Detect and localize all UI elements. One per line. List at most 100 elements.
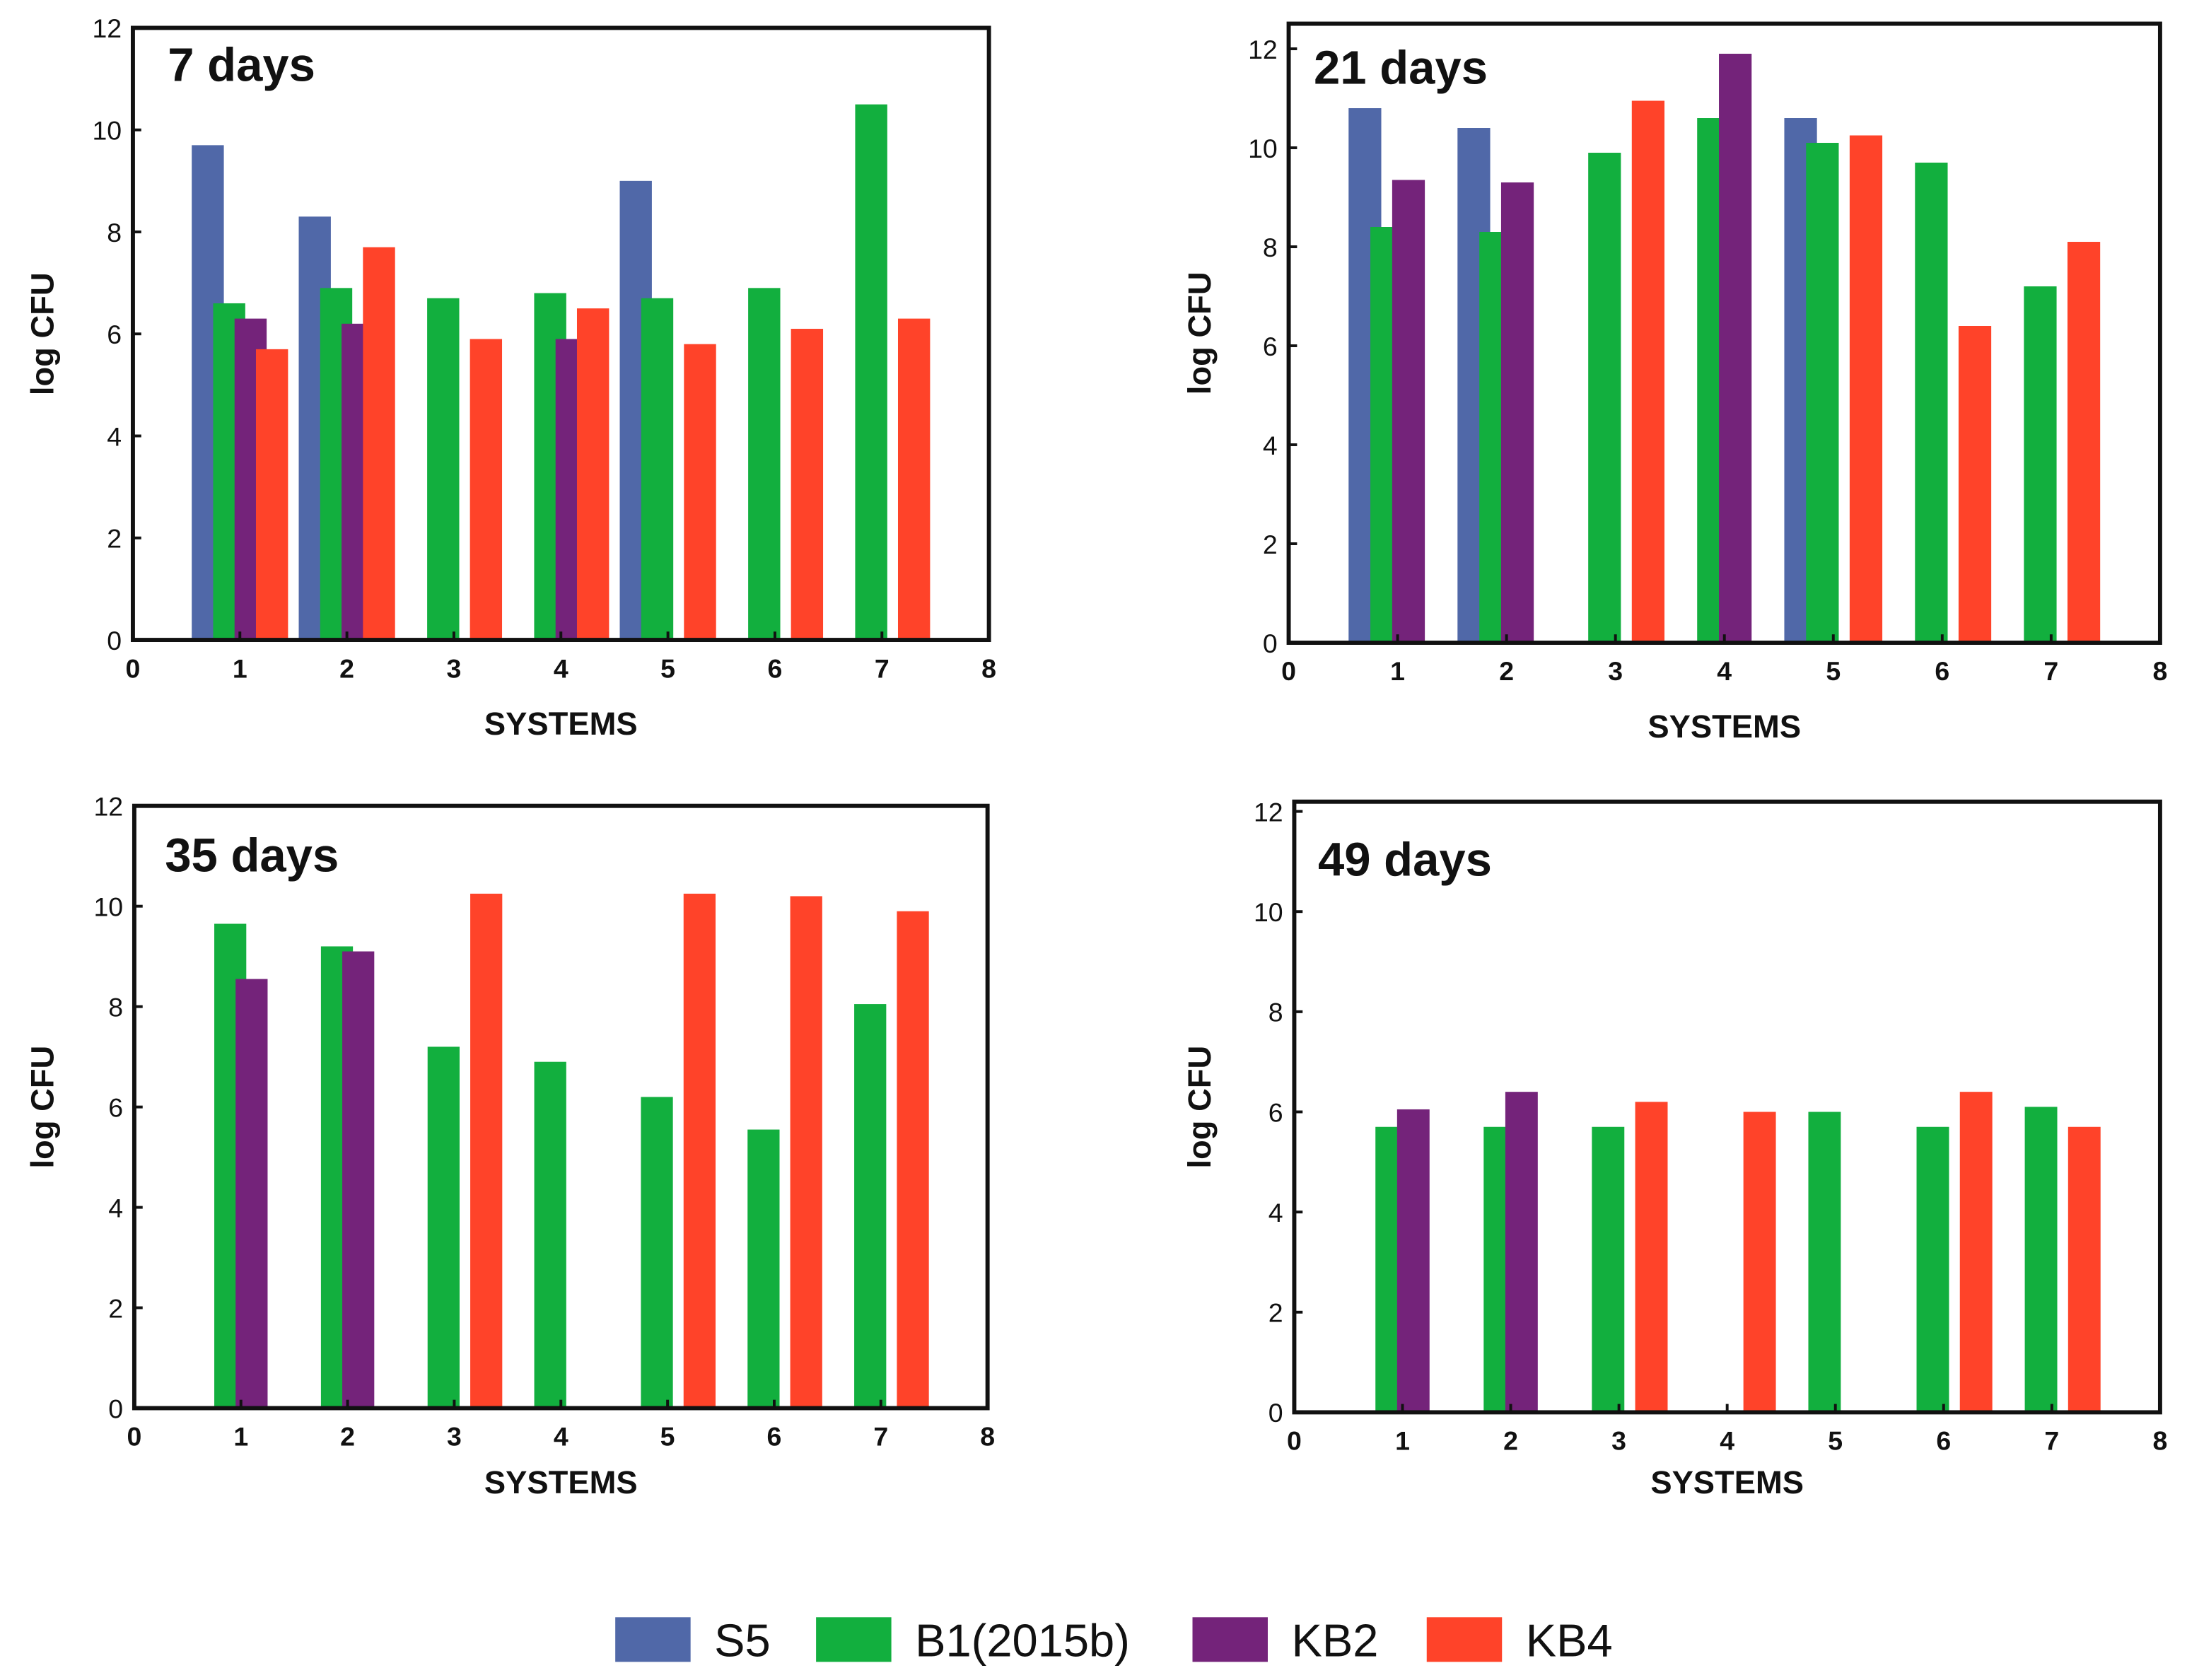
- x-tick-label: 7: [2044, 1426, 2059, 1456]
- x-tick-label: 3: [447, 653, 462, 683]
- x-axis-label: SYSTEMS: [1647, 708, 1801, 745]
- x-tick-label: 5: [1826, 656, 1841, 686]
- bar-B1(2015b)-system-3: [427, 298, 460, 641]
- bar-KB4-system-1: [255, 349, 288, 641]
- x-tick-label: 6: [1936, 1426, 1951, 1456]
- legend-item-B1(2015b): B1(2015b): [816, 1614, 1130, 1666]
- bar-KB4-system-3: [1635, 1102, 1668, 1413]
- x-tick-label: 4: [1720, 1426, 1734, 1456]
- x-tick-label: 5: [1828, 1426, 1843, 1456]
- x-tick-label: 4: [554, 1422, 568, 1452]
- bar-KB4-system-4: [1743, 1112, 1776, 1413]
- bar-KB4-system-5: [684, 344, 716, 641]
- y-tick-label: 6: [1269, 1097, 1283, 1127]
- bar-B1(2015b)-system-6: [1915, 163, 1948, 643]
- x-tick-label: 2: [339, 653, 354, 683]
- x-tick-label: 5: [660, 1422, 675, 1452]
- bar-KB4-system-6: [1959, 1092, 1993, 1413]
- bar-KB4-system-5: [1849, 135, 1883, 643]
- y-tick-label: 8: [107, 218, 122, 247]
- legend-swatch: [816, 1617, 892, 1662]
- y-tick-label: 2: [1263, 530, 1278, 559]
- x-axis-label: SYSTEMS: [484, 1464, 638, 1500]
- x-tick-label: 6: [767, 1422, 782, 1452]
- y-tick-label: 4: [107, 421, 122, 451]
- bar-KB2-system-4: [1719, 54, 1752, 643]
- bar-KB4-system-7: [897, 911, 929, 1408]
- y-tick-label: 2: [108, 1293, 123, 1323]
- y-axis-label: log CFU: [25, 272, 61, 395]
- y-tick-label: 2: [107, 524, 122, 554]
- legend-label: KB2: [1291, 1614, 1378, 1666]
- legend-label: B1(2015b): [915, 1614, 1130, 1666]
- bar-KB4-system-6: [791, 329, 824, 641]
- x-tick-label: 0: [1281, 656, 1296, 686]
- y-axis-label: log CFU: [25, 1046, 61, 1169]
- bar-B1(2015b)-system-5: [641, 298, 674, 641]
- x-tick-label: 3: [1611, 1426, 1626, 1456]
- bar-KB4-system-4: [576, 308, 610, 641]
- bar-B1(2015b)-system-5: [641, 1097, 673, 1408]
- y-axis-label: log CFU: [1182, 1046, 1218, 1169]
- legend-swatch: [1426, 1617, 1503, 1662]
- x-tick-label: 2: [340, 1422, 355, 1452]
- bar-B1(2015b)-system-3: [1592, 1126, 1625, 1413]
- x-tick-label: 1: [1395, 1426, 1410, 1456]
- x-tick-label: 5: [660, 653, 675, 683]
- bar-KB4-system-3: [470, 339, 503, 641]
- bar-KB4-system-6: [790, 896, 822, 1408]
- legend-swatch: [1192, 1617, 1268, 1662]
- y-tick-label: 10: [93, 892, 123, 921]
- bar-B1(2015b)-system-7: [2024, 286, 2057, 643]
- bar-B1(2015b)-system-4: [534, 1061, 566, 1408]
- x-tick-label: 1: [233, 653, 247, 683]
- legend-item-KB4: KB4: [1426, 1614, 1613, 1666]
- bar-B1(2015b)-system-5: [1806, 143, 1839, 643]
- panel-title: 49 days: [1318, 833, 1492, 886]
- bar-KB2-system-2: [1500, 182, 1534, 643]
- x-tick-label: 2: [1499, 656, 1514, 686]
- x-tick-label: 3: [1608, 656, 1623, 686]
- y-tick-label: 12: [1254, 797, 1283, 827]
- bar-KB2-system-1: [1392, 180, 1425, 643]
- y-tick-label: 6: [107, 320, 122, 349]
- y-tick-label: 2: [1269, 1298, 1283, 1328]
- y-tick-label: 10: [1254, 897, 1283, 927]
- bar-KB4-system-3: [1631, 100, 1665, 643]
- y-tick-label: 0: [1269, 1398, 1283, 1428]
- y-tick-label: 0: [107, 626, 122, 655]
- bar-KB2-system-1: [1396, 1109, 1430, 1413]
- bar-B1(2015b)-system-5: [1808, 1112, 1841, 1413]
- y-tick-label: 10: [92, 116, 122, 146]
- x-tick-label: 8: [2152, 1426, 2167, 1456]
- y-tick-label: 12: [1248, 35, 1278, 64]
- y-tick-label: 6: [1263, 332, 1278, 361]
- y-axis-label: log CFU: [1182, 272, 1218, 395]
- bar-B1(2015b)-system-3: [427, 1046, 460, 1408]
- x-tick-label: 4: [1717, 656, 1732, 686]
- x-tick-label: 1: [233, 1422, 248, 1452]
- bar-B1(2015b)-system-6: [1916, 1126, 1949, 1413]
- legend-item-KB2: KB2: [1192, 1614, 1378, 1666]
- y-tick-label: 8: [108, 992, 123, 1022]
- y-tick-label: 10: [1248, 134, 1278, 163]
- x-tick-label: 0: [1287, 1426, 1302, 1456]
- x-tick-label: 7: [875, 653, 890, 683]
- x-tick-label: 7: [2043, 656, 2058, 686]
- bar-B1(2015b)-system-7: [854, 1004, 887, 1408]
- x-axis-label: SYSTEMS: [484, 706, 638, 742]
- bar-B1(2015b)-system-7: [2024, 1107, 2058, 1413]
- bar-KB4-system-5: [683, 893, 716, 1408]
- x-tick-label: 8: [2152, 656, 2167, 686]
- bar-KB4-system-3: [470, 893, 503, 1408]
- x-axis-label: SYSTEMS: [1650, 1464, 1804, 1500]
- x-tick-label: 6: [768, 653, 783, 683]
- x-tick-label: 8: [981, 653, 996, 683]
- bar-KB4-system-2: [363, 247, 395, 641]
- y-tick-label: 12: [93, 791, 123, 821]
- y-tick-label: 4: [1263, 431, 1278, 460]
- bar-KB2-system-2: [342, 951, 375, 1408]
